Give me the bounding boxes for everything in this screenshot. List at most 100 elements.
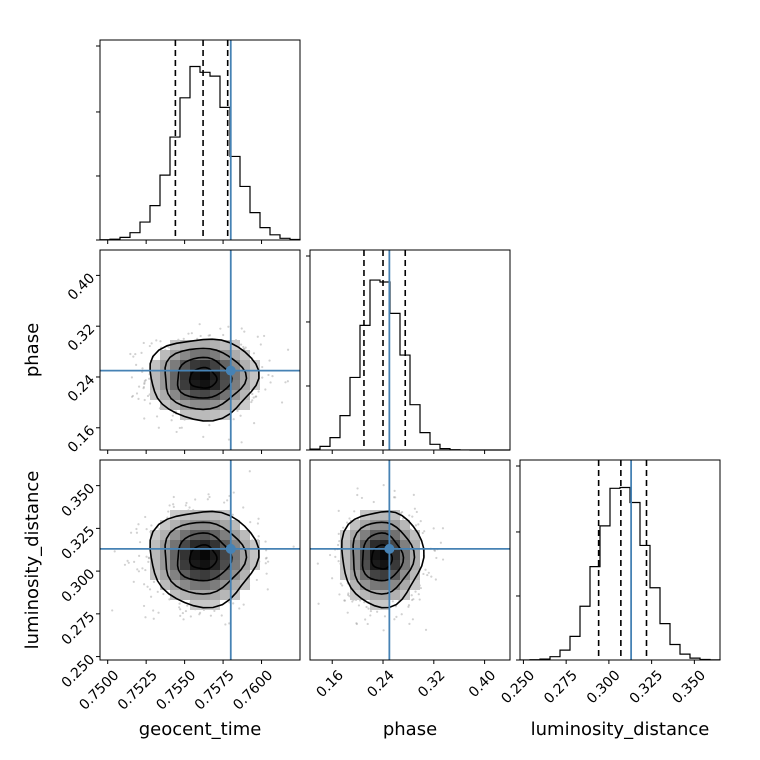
density-cell bbox=[230, 530, 240, 540]
sample-point bbox=[209, 614, 212, 617]
sample-point bbox=[254, 395, 257, 398]
density-cell bbox=[250, 370, 260, 380]
density-cell bbox=[230, 390, 240, 400]
sample-point bbox=[419, 586, 422, 590]
density-cell bbox=[170, 560, 180, 570]
sample-point bbox=[175, 430, 178, 434]
density-cell bbox=[190, 560, 200, 570]
density-cell bbox=[180, 570, 190, 580]
y-axis-label-luminosity_distance: luminosity_distance bbox=[22, 471, 43, 650]
sample-point bbox=[88, 367, 90, 369]
sample-point bbox=[187, 332, 190, 335]
density-cell bbox=[160, 350, 170, 360]
sample-point bbox=[162, 592, 165, 596]
sample-point bbox=[257, 390, 260, 393]
sample-point bbox=[168, 504, 171, 507]
sample-point bbox=[180, 426, 183, 429]
sample-point bbox=[252, 396, 255, 399]
density-cell bbox=[370, 560, 380, 570]
density-cell bbox=[180, 530, 190, 540]
density-cell bbox=[200, 350, 210, 360]
x-axis-label-geocent_time: geocent_time bbox=[139, 719, 262, 740]
density-cell bbox=[210, 350, 220, 360]
sample-point bbox=[232, 491, 235, 494]
density-cell bbox=[170, 590, 180, 600]
sample-point bbox=[224, 623, 227, 626]
density-cell bbox=[240, 390, 250, 400]
sample-point bbox=[268, 359, 271, 362]
sample-point bbox=[113, 550, 116, 553]
sample-point bbox=[292, 545, 295, 548]
sample-point bbox=[242, 345, 245, 349]
sample-point bbox=[240, 441, 243, 444]
density-cell bbox=[200, 410, 210, 420]
sample-point bbox=[243, 348, 246, 351]
sample-point bbox=[266, 588, 269, 591]
sample-point bbox=[181, 611, 184, 615]
sample-point bbox=[441, 558, 445, 561]
sample-point bbox=[172, 505, 175, 508]
x-tick-label-geocent_time-4: 0.7600 bbox=[230, 667, 276, 713]
sample-point bbox=[182, 337, 185, 340]
sample-point bbox=[391, 600, 394, 603]
density-cell bbox=[220, 370, 230, 380]
sample-point bbox=[257, 535, 260, 538]
density-cell bbox=[210, 410, 220, 420]
sample-point bbox=[152, 609, 155, 612]
density-cell bbox=[380, 530, 390, 540]
panel-frame-geocent_time-luminosity_distance bbox=[99, 459, 301, 661]
density-cell bbox=[350, 580, 360, 590]
density-cell bbox=[350, 550, 360, 560]
sample-point bbox=[365, 605, 368, 609]
density-cell bbox=[350, 590, 360, 600]
density-cell bbox=[200, 570, 210, 580]
density-cell bbox=[240, 360, 250, 370]
sample-point bbox=[265, 556, 268, 559]
sample-point bbox=[393, 489, 396, 493]
y-tick-label-phase-0: 0.16 bbox=[65, 423, 98, 456]
density-cell bbox=[230, 580, 240, 590]
sample-point bbox=[227, 325, 230, 328]
sample-point bbox=[427, 571, 430, 574]
panel-geocent_time-vs-phase bbox=[88, 250, 300, 450]
sample-point bbox=[337, 543, 340, 547]
sample-point bbox=[135, 392, 139, 395]
panel-frame-phase-phase bbox=[309, 249, 511, 451]
density-cell bbox=[250, 360, 260, 370]
density-cell bbox=[200, 390, 210, 400]
sample-point bbox=[337, 560, 340, 563]
sample-point bbox=[231, 513, 234, 516]
sample-point bbox=[148, 588, 152, 591]
sample-point bbox=[147, 560, 150, 563]
sample-point bbox=[198, 613, 201, 616]
density-cell bbox=[340, 530, 350, 540]
sample-point bbox=[178, 426, 181, 430]
density-cell bbox=[200, 360, 210, 370]
sample-point bbox=[401, 510, 404, 514]
sample-point bbox=[184, 609, 188, 613]
sample-point bbox=[338, 593, 341, 596]
sample-point bbox=[146, 585, 149, 588]
sample-point bbox=[346, 611, 349, 614]
density-cell bbox=[400, 560, 410, 570]
density-cell bbox=[150, 560, 160, 570]
density-cell bbox=[230, 380, 240, 390]
density-cell bbox=[170, 380, 180, 390]
sample-point bbox=[141, 367, 144, 370]
sample-point bbox=[137, 570, 141, 573]
density-cell bbox=[250, 540, 260, 550]
y-tick-label-luminosity_distance-2: 0.300 bbox=[59, 566, 99, 606]
sample-point bbox=[236, 409, 239, 412]
histogram-luminosity_distance bbox=[519, 486, 721, 661]
density-cell bbox=[230, 350, 240, 360]
sample-point bbox=[137, 523, 140, 526]
sample-point bbox=[143, 382, 146, 385]
sample-point bbox=[266, 560, 270, 563]
density-cell bbox=[170, 530, 180, 540]
density-cell bbox=[390, 520, 400, 530]
sample-point bbox=[267, 373, 270, 377]
density-cell bbox=[400, 520, 410, 530]
contour-geocent_time-vs-phase-0 bbox=[188, 366, 218, 389]
sample-point bbox=[130, 395, 134, 398]
density-cell bbox=[190, 380, 200, 390]
